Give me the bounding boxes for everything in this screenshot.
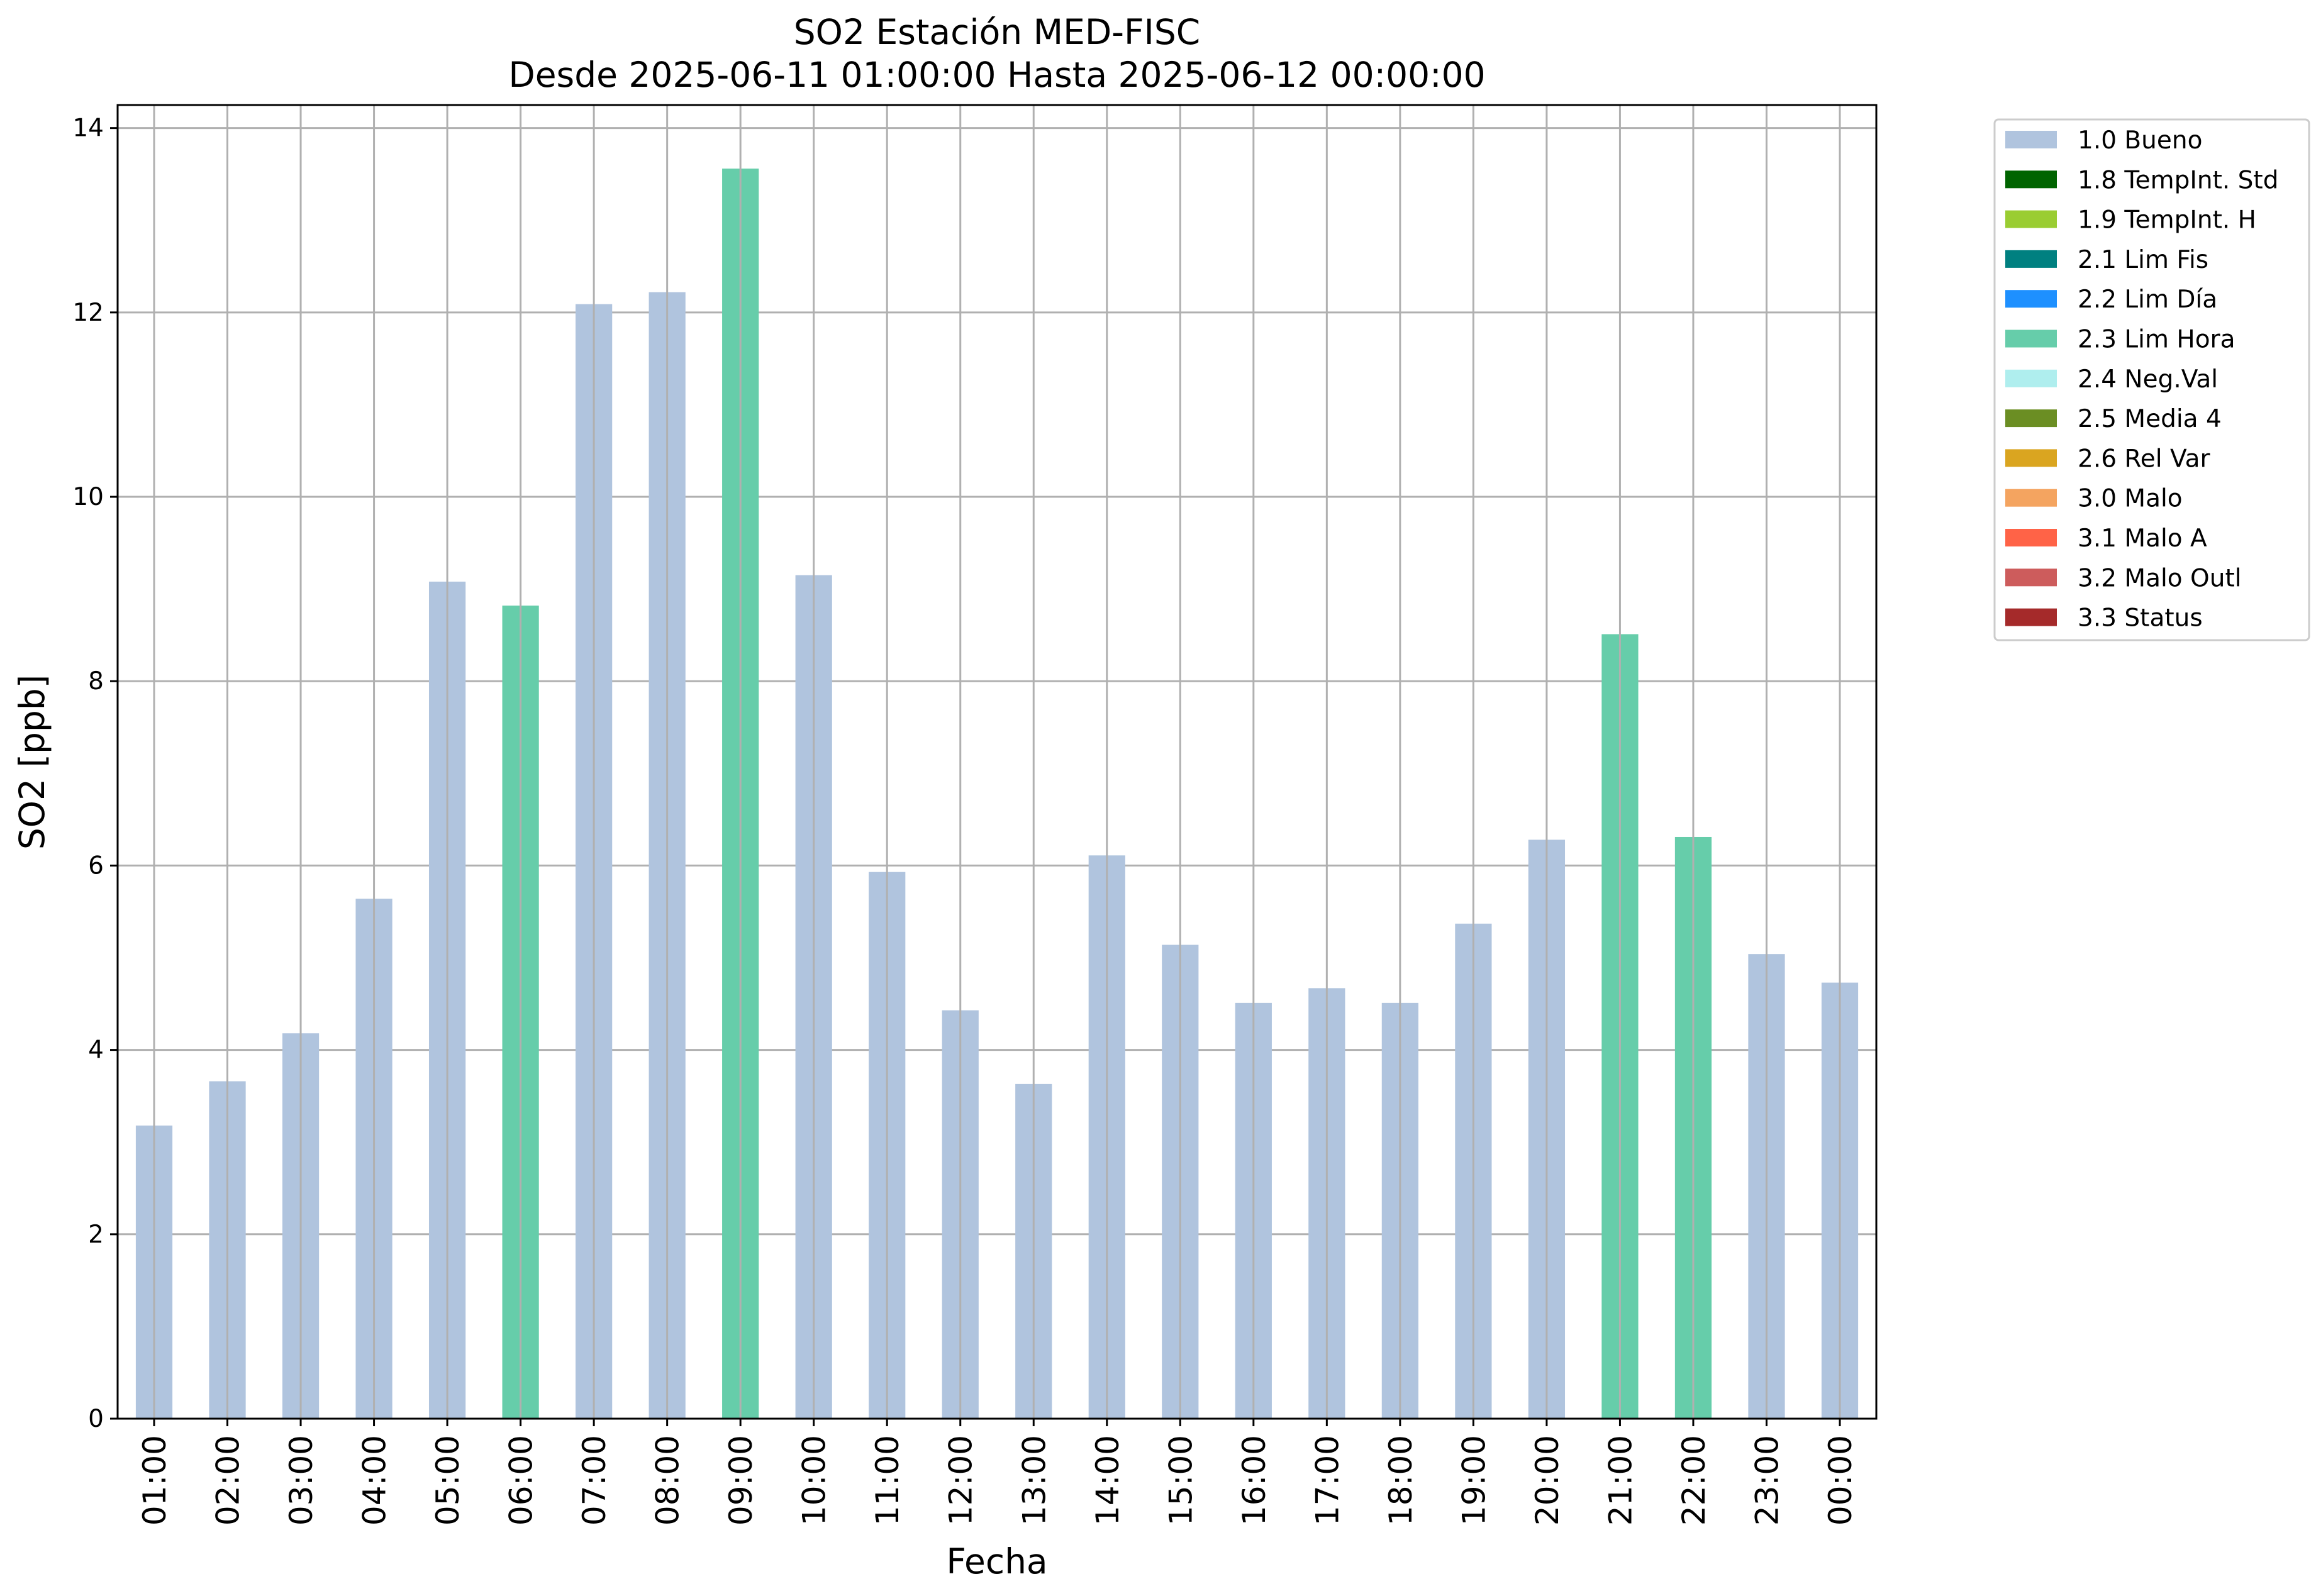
x-tick-label: 19:00 xyxy=(1456,1435,1492,1526)
legend-entry: 3.1 Malo A xyxy=(2078,524,2207,553)
legend-entry: 3.0 Malo xyxy=(2078,485,2183,513)
legend-entry: 2.1 Lim Fis xyxy=(2078,246,2208,274)
legend-entry: 2.2 Lim Día xyxy=(2078,285,2217,314)
y-tick-label: 14 xyxy=(72,114,104,143)
legend-entry: 2.3 Lim Hora xyxy=(2078,326,2235,354)
y-tick-label: 2 xyxy=(88,1221,104,1249)
chart-title: SO2 Estación MED-FISC xyxy=(794,12,1200,52)
legend-swatch xyxy=(2005,489,2057,507)
legend-swatch xyxy=(2005,250,2057,268)
x-tick-label: 11:00 xyxy=(869,1435,906,1526)
plot-frame xyxy=(116,104,1878,1420)
legend-swatch xyxy=(2005,369,2057,387)
x-tick-label: 17:00 xyxy=(1309,1435,1345,1526)
x-tick-label: 01:00 xyxy=(136,1435,173,1526)
x-tick-label: 22:00 xyxy=(1676,1435,1712,1526)
y-tick-label: 8 xyxy=(88,667,104,695)
legend-entry: 3.2 Malo Outl xyxy=(2078,564,2242,592)
legend-swatch xyxy=(2005,170,2057,189)
legend-swatch xyxy=(2005,529,2057,546)
legend-swatch xyxy=(2005,608,2057,626)
y-axis-ticks: 0 2 4 6 8 10 12 14 xyxy=(72,114,118,1433)
legend-box xyxy=(1993,118,2310,641)
x-tick-label: 18:00 xyxy=(1383,1435,1419,1526)
legend-swatch xyxy=(2005,449,2057,467)
legend-swatch xyxy=(2005,131,2057,148)
y-tick-label: 10 xyxy=(72,483,104,511)
grid-lines xyxy=(118,127,1876,1420)
x-tick-label: 21:00 xyxy=(1602,1435,1639,1526)
x-tick-label: 06:00 xyxy=(503,1435,540,1526)
x-tick-label: 10:00 xyxy=(796,1435,833,1526)
y-tick-label: 4 xyxy=(88,1036,104,1065)
x-tick-label: 13:00 xyxy=(1016,1435,1052,1526)
legend-swatch xyxy=(2005,568,2057,587)
legend-swatch xyxy=(2005,290,2057,308)
x-tick-label: 20:00 xyxy=(1529,1435,1566,1526)
legend-entry: 2.5 Media 4 xyxy=(2078,405,2222,433)
legend-entry: 1.8 TempInt. Std xyxy=(2078,166,2278,194)
legend-swatch xyxy=(2005,409,2057,428)
x-tick-label: 04:00 xyxy=(357,1435,393,1526)
x-tick-label: 05:00 xyxy=(430,1435,466,1526)
x-tick-label: 23:00 xyxy=(1749,1435,1785,1526)
x-axis-label: Fecha xyxy=(946,1541,1047,1582)
legend-swatch xyxy=(2005,330,2057,348)
bars xyxy=(135,105,1859,1419)
legend-entry: 3.3 Status xyxy=(2078,604,2203,633)
y-tick-label: 0 xyxy=(88,1405,104,1433)
y-tick-label: 6 xyxy=(88,851,104,880)
legend-entry: 1.9 TempInt. H xyxy=(2078,206,2256,235)
y-axis-label: SO2 [ppb] xyxy=(12,675,52,850)
x-tick-label: 09:00 xyxy=(723,1435,759,1526)
x-tick-label: 00:00 xyxy=(1822,1435,1859,1526)
x-tick-label: 03:00 xyxy=(283,1435,320,1526)
x-tick-label: 15:00 xyxy=(1162,1435,1199,1526)
x-tick-label: 02:00 xyxy=(210,1435,247,1526)
x-axis-ticks: 01:00 02:00 03:00 04:00 05:00 06:00 07:00 08:00… xyxy=(136,1419,1859,1526)
y-tick-label: 12 xyxy=(72,299,104,327)
legend: 1.0 Bueno 1.8 TempInt. Std 1.9 TempInt. H 2… xyxy=(1993,118,2310,641)
legend-swatch xyxy=(2005,210,2057,228)
x-tick-label: 12:00 xyxy=(943,1435,979,1526)
legend-entry: 2.4 Neg.Val xyxy=(2078,365,2218,394)
x-tick-label: 14:00 xyxy=(1089,1435,1126,1526)
x-tick-label: 16:00 xyxy=(1236,1435,1272,1526)
legend-entry: 2.6 Rel Var xyxy=(2078,445,2211,473)
x-tick-label: 08:00 xyxy=(650,1435,686,1526)
x-tick-label: 07:00 xyxy=(576,1435,613,1526)
chart-subtitle: Desde 2025-06-11 01:00:00 Hasta 2025-06-… xyxy=(508,55,1485,95)
legend-entry: 1.0 Bueno xyxy=(2078,126,2202,155)
